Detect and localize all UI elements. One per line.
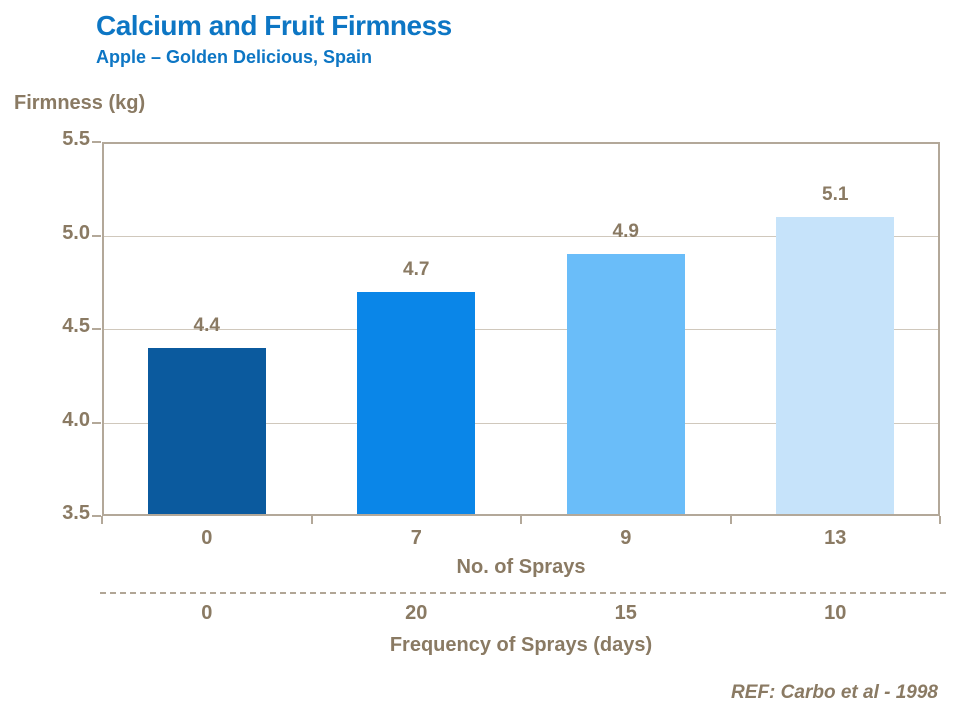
bar-value-label: 4.7 <box>403 258 430 280</box>
y-tick-mark <box>92 515 101 517</box>
page-subtitle: Apple – Golden Delicious, Spain <box>96 47 373 67</box>
x-tick-mark <box>310 516 313 524</box>
secondary-category-label: 20 <box>405 602 428 624</box>
gridline <box>104 329 938 330</box>
secondary-category-label: 0 <box>201 602 213 624</box>
bar <box>566 254 685 514</box>
secondary-category-label: 10 <box>824 602 847 624</box>
bar-value-label: 4.4 <box>193 314 220 336</box>
dashed-divider-line <box>100 592 946 594</box>
gridline <box>104 422 938 424</box>
x-category-label: 0 <box>201 527 213 549</box>
bar <box>776 216 895 514</box>
bar <box>147 347 266 514</box>
x-category-label: 13 <box>824 527 847 549</box>
x-category-label: 7 <box>410 527 422 549</box>
secondary-category-label: 15 <box>614 602 637 624</box>
y-tick-label: 4.5 <box>62 315 90 337</box>
bar-value-label: 4.9 <box>612 221 639 243</box>
x-tick-mark <box>729 516 732 524</box>
x-tick-mark <box>101 516 103 524</box>
y-axis-title: Firmness (kg) <box>14 92 146 114</box>
x-category-label: 9 <box>620 527 632 549</box>
secondary-axis-title: Frequency of Sprays (days) <box>389 634 653 656</box>
plot-area <box>102 142 940 516</box>
bar <box>357 291 476 514</box>
y-tick-label: 5.0 <box>62 221 90 244</box>
y-tick-mark <box>92 421 101 424</box>
x-tick-mark <box>520 516 522 524</box>
bar-value-label: 5.1 <box>822 183 849 205</box>
y-tick-mark <box>92 141 101 143</box>
x-axis-title: No. of Sprays <box>456 556 586 578</box>
gridline <box>104 235 938 237</box>
y-tick-label: 5.5 <box>62 128 90 150</box>
y-tick-label: 3.5 <box>62 502 90 524</box>
y-tick-mark <box>92 328 101 330</box>
y-tick-label: 4.0 <box>62 408 90 431</box>
reference-text: REF: Carbo et al - 1998 <box>731 682 938 703</box>
x-tick-mark <box>939 516 941 524</box>
y-tick-mark <box>92 234 101 237</box>
page-title: Calcium and Fruit Firmness <box>96 10 452 41</box>
